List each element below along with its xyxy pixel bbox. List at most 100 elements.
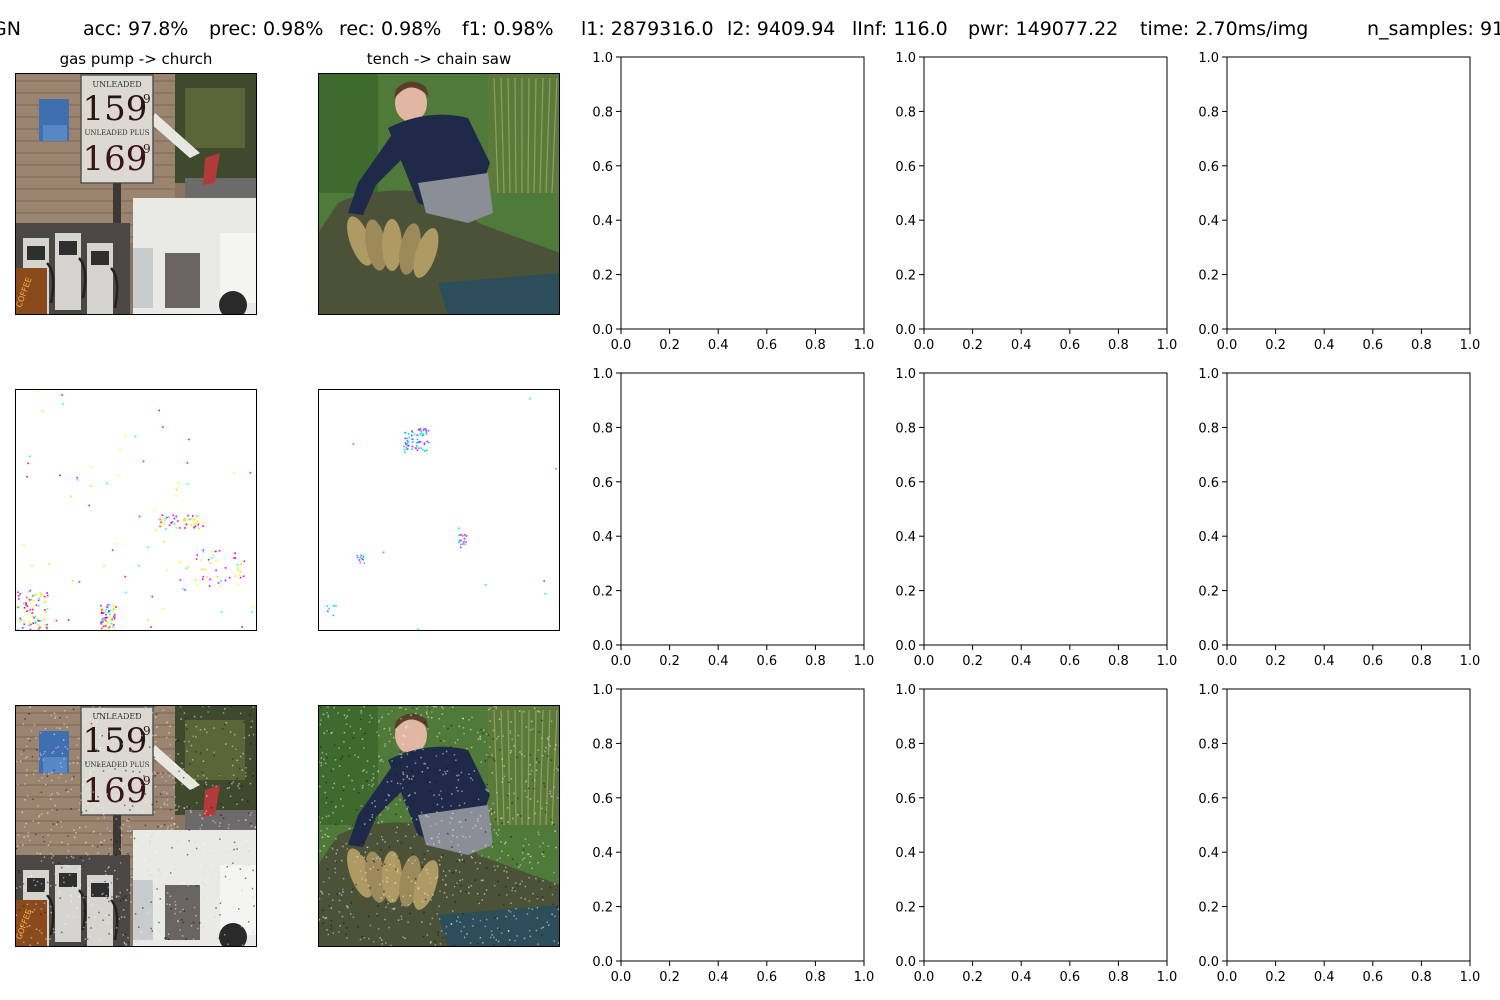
noise-pixel	[19, 886, 22, 888]
noise-pixel	[348, 755, 350, 757]
noise-pixel	[182, 776, 185, 779]
perturbation-pixel	[182, 519, 185, 521]
noise-pixel	[540, 888, 543, 890]
noise-pixel	[87, 787, 89, 790]
noise-pixel	[21, 811, 24, 814]
noise-pixel	[50, 911, 53, 914]
noise-pixel	[38, 758, 40, 761]
noise-pixel	[100, 939, 102, 941]
noise-pixel	[189, 859, 192, 861]
noise-pixel	[253, 889, 256, 892]
noise-pixel	[493, 884, 496, 887]
perturbation-pixel	[196, 520, 198, 523]
noise-pixel	[47, 844, 50, 846]
perturbation-pixel	[465, 541, 467, 543]
noise-pixel	[443, 725, 445, 728]
noise-pixel	[350, 902, 352, 904]
perturbation-pixel	[184, 588, 186, 591]
perturbation-pixel	[27, 610, 29, 612]
noise-pixel	[59, 762, 62, 765]
noise-pixel	[109, 853, 112, 856]
noise-pixel	[372, 858, 374, 860]
noise-pixel	[425, 711, 428, 713]
y-tick-label: 0.4	[895, 846, 916, 861]
noise-pixel	[159, 772, 162, 775]
noise-pixel	[171, 817, 173, 819]
noise-pixel	[542, 926, 544, 929]
noise-pixel	[330, 919, 333, 922]
noise-pixel	[148, 918, 151, 920]
noise-pixel	[251, 887, 254, 890]
noise-pixel	[225, 722, 227, 724]
noise-pixel	[536, 896, 539, 898]
noise-pixel	[108, 922, 110, 924]
noise-pixel	[99, 782, 101, 785]
perturbation-pixel	[356, 556, 359, 559]
noise-pixel	[163, 802, 165, 805]
noise-pixel	[455, 759, 457, 761]
noise-pixel	[512, 817, 514, 820]
noise-pixel	[417, 887, 420, 890]
noise-pixel	[542, 880, 544, 882]
noise-pixel	[74, 933, 76, 935]
noise-pixel	[486, 867, 488, 869]
perturbation-background	[15, 389, 257, 631]
noise-pixel	[250, 812, 253, 814]
noise-pixel	[44, 751, 46, 753]
noise-pixel	[165, 780, 168, 782]
header-time: time: 2.70ms/img	[1140, 18, 1308, 40]
noise-pixel	[407, 921, 409, 923]
noise-pixel	[241, 880, 243, 882]
noise-pixel	[128, 818, 130, 821]
noise-pixel	[19, 760, 22, 762]
noise-pixel	[204, 728, 206, 731]
noise-pixel	[59, 717, 62, 719]
x-tick-label: 0.0	[611, 970, 632, 985]
noise-pixel	[369, 887, 371, 889]
noise-pixel	[399, 799, 401, 801]
perturbation-pixel	[404, 441, 407, 444]
noise-pixel	[513, 888, 516, 891]
noise-pixel	[251, 850, 253, 852]
noise-pixel	[519, 751, 521, 753]
y-tick-label: 0.8	[895, 105, 916, 120]
noise-pixel	[51, 793, 53, 795]
noise-pixel	[154, 785, 157, 788]
perturbation-pixel	[412, 441, 414, 443]
noise-pixel	[497, 735, 500, 738]
perturbation-pixel	[25, 602, 27, 604]
perturbation-pixel	[19, 605, 21, 607]
noise-pixel	[85, 778, 87, 780]
noise-pixel	[99, 765, 101, 767]
noise-pixel	[346, 927, 348, 929]
image-panel-perturbation-tench	[318, 389, 560, 631]
noise-pixel	[387, 793, 390, 796]
x-tick-label: 0.8	[1411, 654, 1432, 669]
noise-pixel	[58, 727, 61, 730]
noise-pixel	[332, 768, 335, 770]
perturbation-pixel	[109, 609, 111, 612]
noise-pixel	[322, 845, 325, 847]
noise-pixel	[240, 866, 242, 869]
noise-pixel	[553, 940, 555, 942]
perturbation-pixel	[195, 515, 198, 518]
noise-pixel	[510, 902, 512, 904]
perturbation-pixel	[160, 521, 162, 524]
perturbation-pixel	[29, 608, 32, 611]
noise-pixel	[231, 782, 233, 785]
noise-pixel	[366, 846, 369, 849]
reed-stalk	[551, 77, 558, 194]
noise-pixel	[513, 792, 515, 795]
perturbation-pixel	[101, 607, 104, 609]
noise-pixel	[399, 761, 401, 764]
perturbation-pixel	[359, 556, 362, 559]
noise-pixel	[554, 915, 556, 918]
noise-pixel	[330, 907, 333, 909]
noise-pixel	[249, 782, 252, 785]
noise-pixel	[336, 849, 339, 851]
noise-pixel	[89, 770, 92, 772]
noise-pixel	[497, 940, 500, 943]
sign-unleaded-text: UNLEADED	[92, 80, 141, 89]
noise-pixel	[321, 817, 324, 819]
